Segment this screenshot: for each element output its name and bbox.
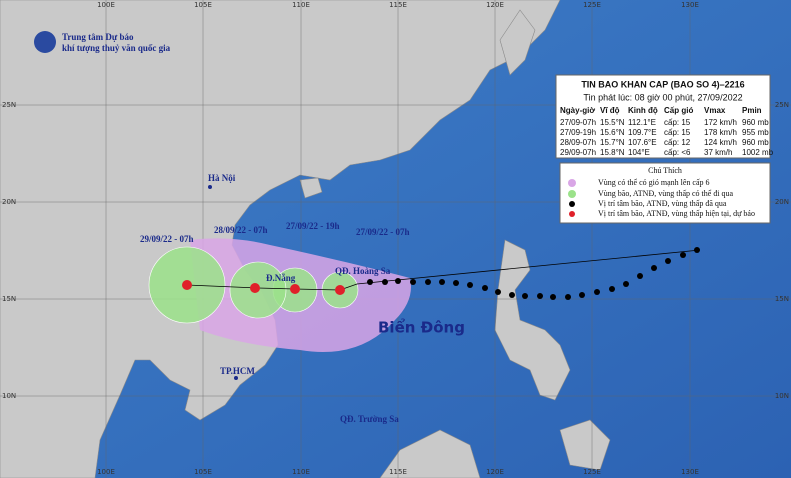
table-header: Vĩ độ [600,106,620,115]
land [0,0,611,478]
lat-label: 10N [775,392,789,400]
table-cell: 15.7°N [600,138,625,147]
lon-label: 100E [97,1,115,9]
table-header: Ngày-giờ [560,106,595,115]
legend-item: Vùng bão, ATNĐ, vùng thấp có thể đi qua [598,189,734,198]
lat-label: 15N [2,295,16,303]
legend-swatch [569,211,575,217]
table-cell: 124 km/h [704,138,737,147]
sea-label: Biển Đông [378,318,465,337]
legend-swatch [568,179,576,187]
table-cell: cấp: 15 [664,128,691,137]
past-positions [367,247,700,300]
lon-label: 115E [389,1,407,9]
lon-label: 130E [681,468,699,476]
forecast-positions [182,280,345,295]
table-cell: 178 km/h [704,128,737,137]
lon-label: 130E [681,1,699,9]
table-header: Vmax [704,106,726,115]
lon-label: 120E [486,1,504,9]
lon-label: 115E [389,468,407,476]
table-cell: 960 mb [742,138,769,147]
table-cell: cấp: 15 [664,118,691,127]
city-dot [234,376,238,380]
table-cell: 1002 mb [742,148,774,157]
table-cell: 15.8°N [600,148,625,157]
lon-label: 125E [583,1,601,9]
table-cell: 29/09-07h [560,148,596,157]
legend-box [559,162,771,224]
legend-item: Vùng có thể có gió mạnh lên cấp 6 [598,178,710,187]
time-label: 28/09/22 - 07h [214,225,268,235]
lat-label: 20N [775,198,789,206]
island-label: QĐ. Trường Sa [340,414,399,424]
island-label: QĐ. Hoàng Sa [335,266,391,276]
lon-label: 105E [194,1,212,9]
lat-label: 25N [775,101,789,109]
table-cell: cấp: 12 [664,138,691,147]
city-label: Đ.Nẵng [266,273,296,283]
table-cell: 28/09-07h [560,138,596,147]
city-label: Hà Nội [208,173,236,183]
table-cell: 112.1°E [628,118,656,127]
table-cell: 107.6°E [628,138,657,147]
track-line [186,249,701,291]
time-label: 27/09/22 - 07h [356,227,410,237]
table-header: Kinh độ [628,106,658,115]
lat-label: 10N [2,392,16,400]
table-cell: 27/09-07h [560,118,596,127]
legend-swatch [569,201,575,207]
table-cell: 960 mb [742,118,769,127]
table-header: Pmin [742,106,762,115]
lon-label: 120E [486,468,504,476]
legend-title: Chú Thích [648,166,682,175]
logo [34,31,56,53]
org-name: Trung tâm Dự báo [62,32,134,42]
table-cell: 109.7°E [628,128,657,137]
lon-label: 125E [583,468,601,476]
time-label: 27/09/22 - 19h [286,221,340,231]
city-dot [208,185,212,189]
time-label: 29/09/22 - 07h [140,234,194,244]
lat-label: 25N [2,101,16,109]
bulletin-box [555,74,771,159]
lon-label: 110E [292,1,310,9]
legend-item: Vị trí tâm bão, ATNĐ, vùng thấp đã qua [598,199,727,208]
city-label: TP.HCM [220,366,255,376]
org-name: khí tượng thuỷ văn quốc gia [62,43,171,53]
table-cell: 955 mb [742,128,769,137]
table-cell: 27/09-19h [560,128,596,137]
legend-swatch [568,190,576,198]
table-cell: 37 km/h [704,148,732,157]
lat-label: 20N [2,198,16,206]
table-cell: cấp: <6 [664,148,691,157]
legend-item: Vị trí tâm bão, ATNĐ, vùng thấp hiện tại… [598,209,755,218]
lon-label: 105E [194,468,212,476]
bulletin-issued: Tin phát lúc: 08 giờ 00 phút, 27/09/2022 [583,92,742,102]
table-cell: 15.6°N [600,128,625,137]
table-header: Cấp gió [664,106,693,115]
table-cell: 104°E [628,148,650,157]
bulletin-title: TIN BAO KHAN CAP (BAO SO 4)–2216 [581,79,744,89]
table-cell: 15.5°N [600,118,625,127]
lon-label: 100E [97,468,115,476]
lon-label: 110E [292,468,310,476]
table-cell: 172 km/h [704,118,737,127]
lat-label: 15N [775,295,789,303]
